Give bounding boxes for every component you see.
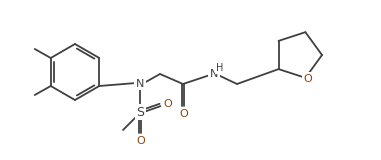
Text: O: O bbox=[163, 99, 172, 109]
Text: O: O bbox=[179, 109, 188, 119]
Text: N: N bbox=[136, 79, 144, 89]
Text: N: N bbox=[210, 69, 218, 79]
Text: O: O bbox=[303, 74, 312, 84]
Text: O: O bbox=[137, 136, 146, 146]
Text: S: S bbox=[136, 105, 144, 119]
Text: H: H bbox=[216, 63, 224, 73]
